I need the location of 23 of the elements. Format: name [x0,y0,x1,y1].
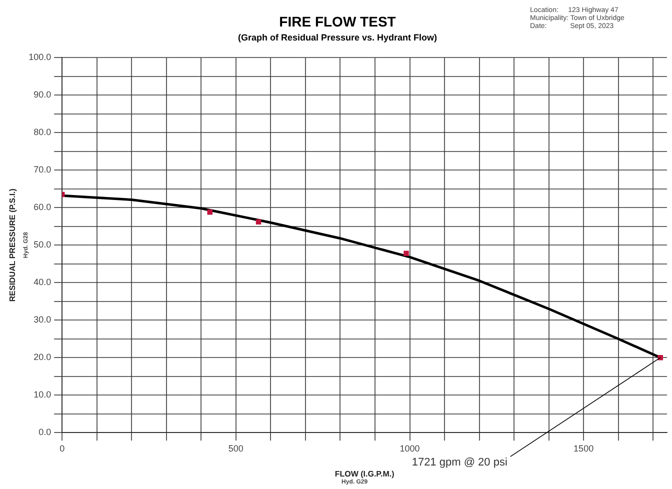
y-tick-label: 60.0 [34,202,52,212]
point [404,250,409,256]
y-axis-title: RESIDUAL PRESSURE (P.S.I.) [8,188,18,302]
x-axis-title: FLOW (I.G.P.M.) [334,469,395,478]
point [207,209,212,215]
x-tick-label: 500 [228,443,244,454]
y-tick-label: 90.0 [34,90,52,100]
y-tick-label: 100.0 [28,52,52,62]
chart-subtitle: (Graph of Residual Pressure vs. Hydrant Flow) [238,32,438,43]
y-tick-label: 70.0 [34,164,52,175]
y-tick-label: 30.0 [34,314,52,325]
y-tick-label: 40.0 [34,277,52,288]
y-tick-label: 0.0 [38,427,52,438]
point [256,219,262,224]
y-tick-label: 50.0 [34,240,52,250]
x-tick-label: 1000 [400,443,420,454]
x-tick-label: 0 [60,443,65,454]
y-tick-label: 20.0 [34,352,52,362]
chart-title: FIRE FLOW TEST [279,13,396,30]
annotation: 1721 gpm @ 20 psi [412,456,508,469]
x-tick-label: 1500 [574,443,594,454]
y-tick-label: 80.0 [34,127,52,138]
y-tick-label: 10.0 [34,390,52,400]
